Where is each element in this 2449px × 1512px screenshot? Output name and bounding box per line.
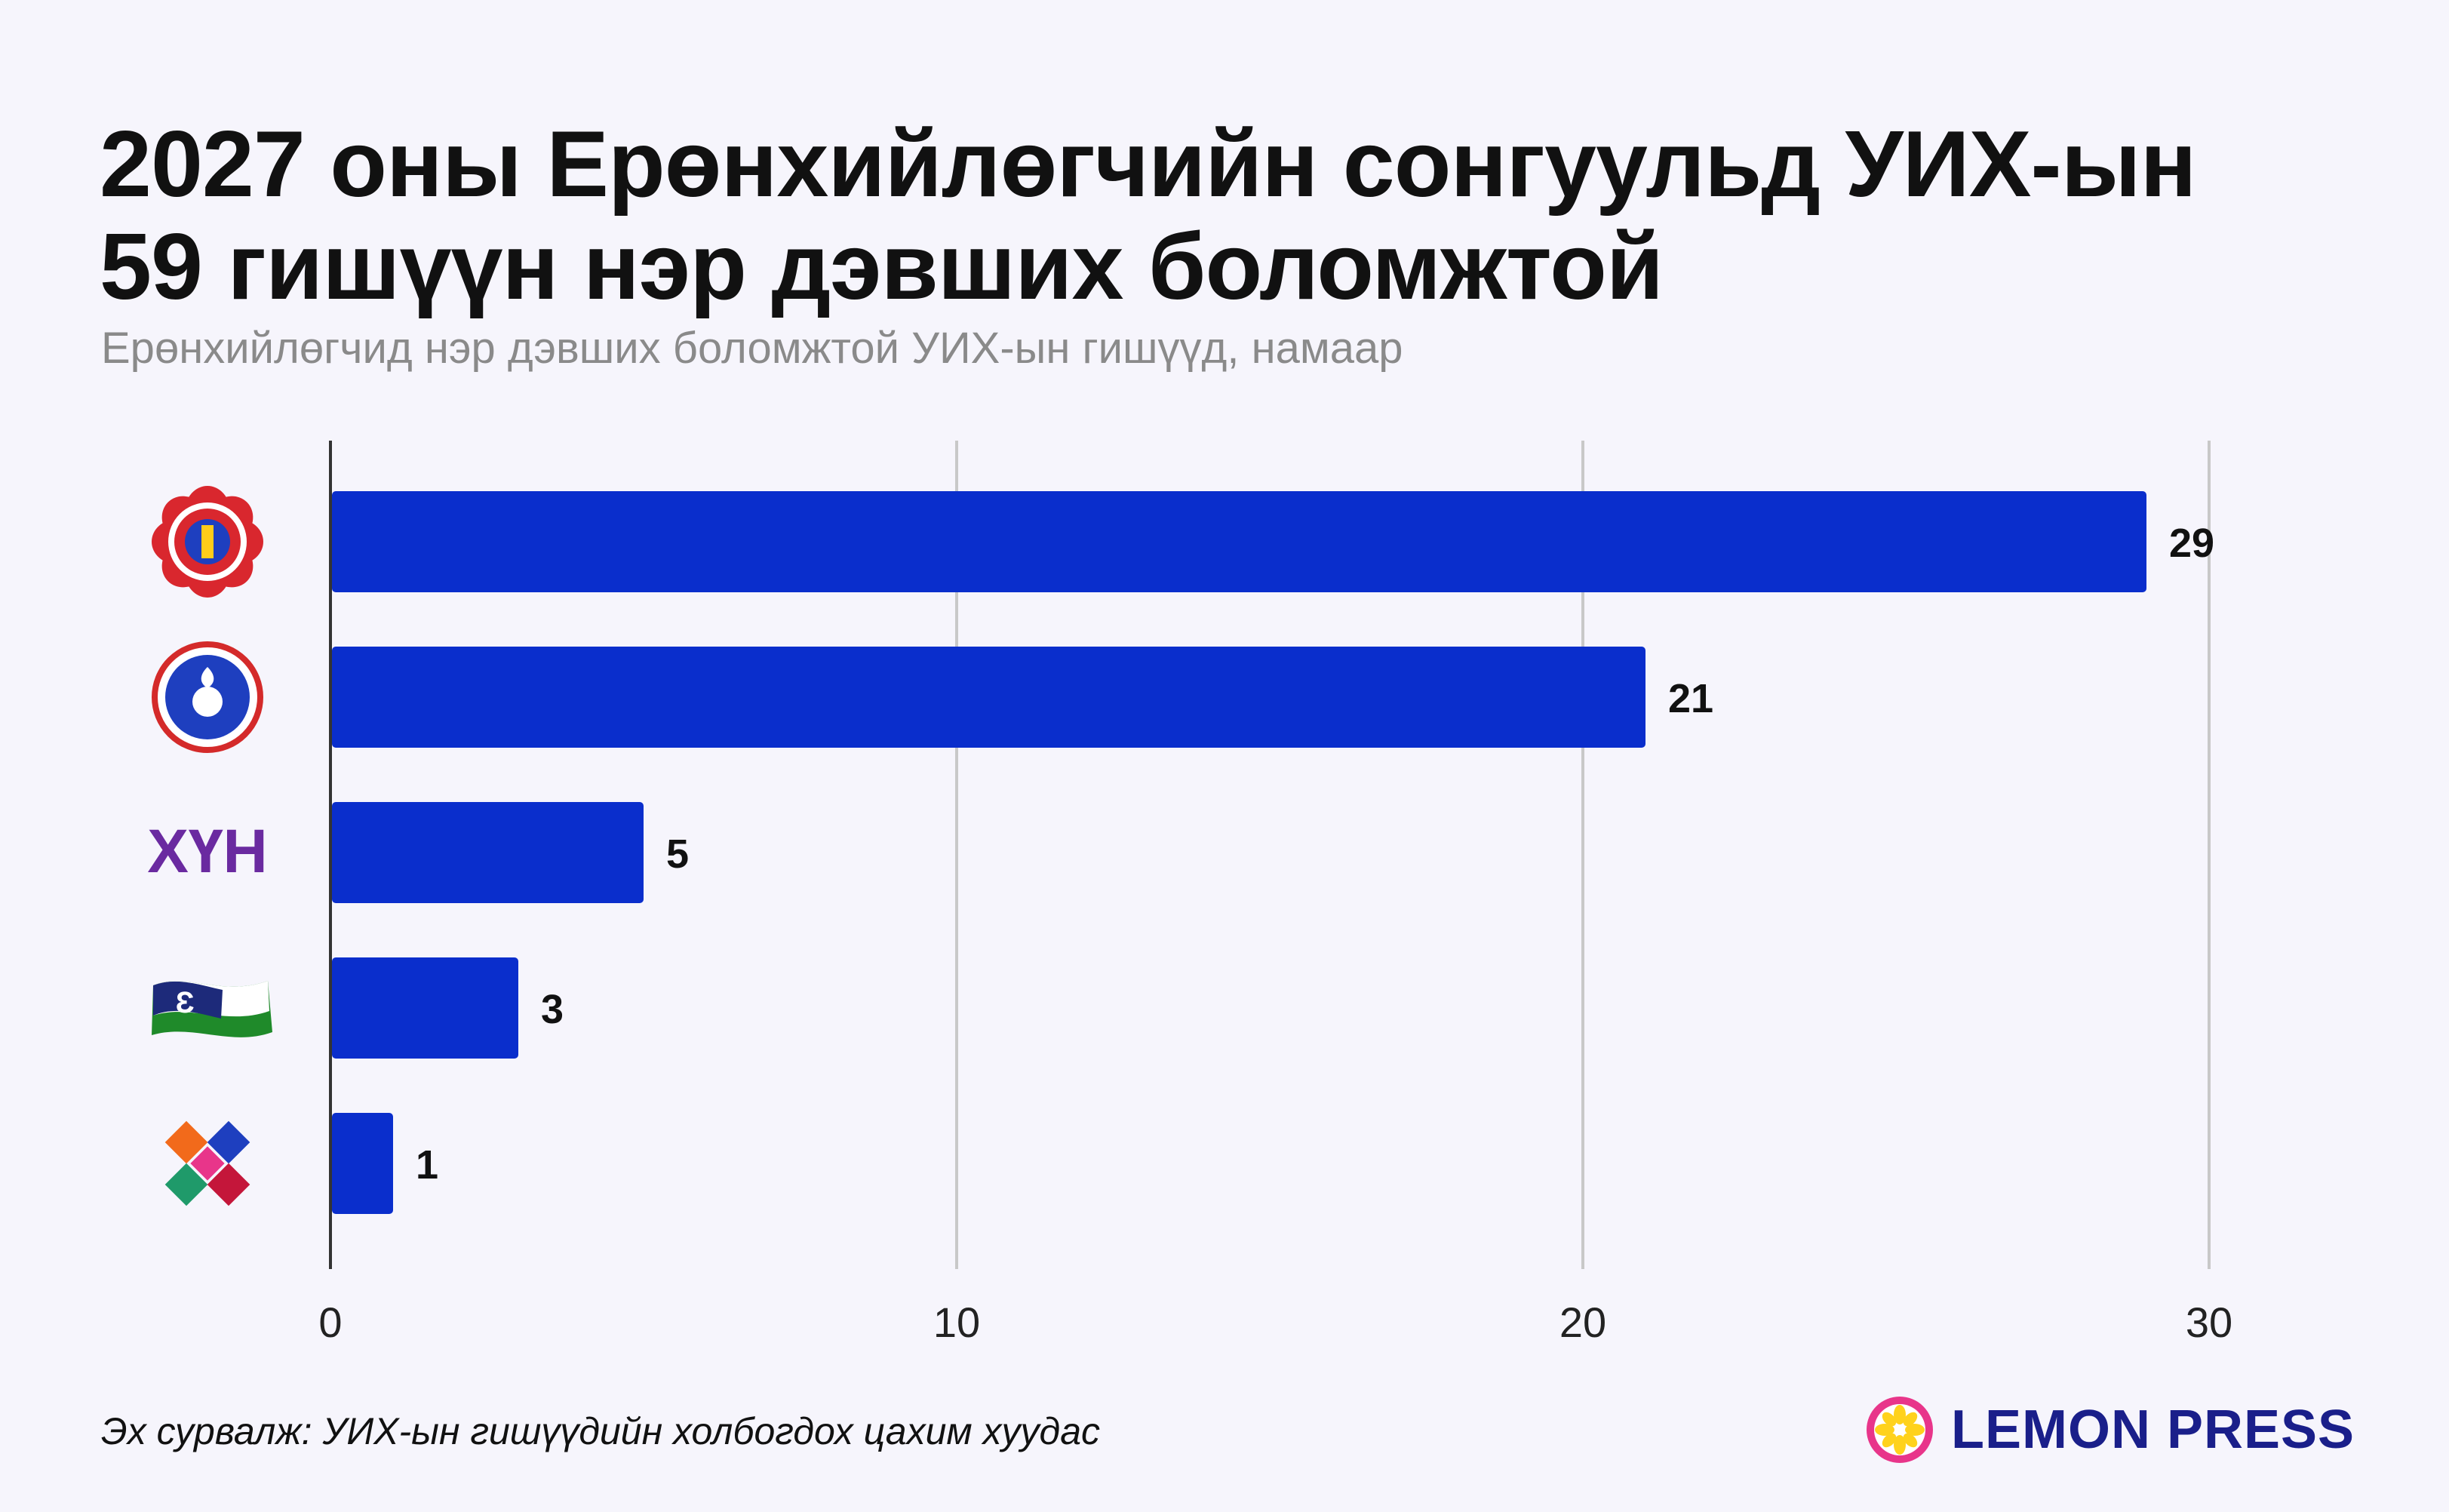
bars xyxy=(332,491,2146,1214)
x-tick-label: 0 xyxy=(318,1298,342,1346)
bar-value-label: 3 xyxy=(541,987,564,1032)
x-piece-orange xyxy=(164,1120,208,1164)
mpp-emblem-icon xyxy=(152,486,263,598)
national-coalition-emblem-icon xyxy=(164,1120,250,1206)
hun-wordmark-text: ХҮН xyxy=(147,817,268,886)
dp-flame xyxy=(201,667,214,688)
bar xyxy=(332,491,2146,592)
category-logos: ХҮН Ɛ xyxy=(147,486,272,1206)
bar-value-label: 29 xyxy=(2169,521,2214,566)
x-piece-blue xyxy=(207,1120,250,1164)
x-axis-ticks: 0 10 20 30 xyxy=(318,1298,2232,1346)
bar-chart: 29 21 5 3 1 0 10 20 30 ХҮН Ɛ xyxy=(147,441,2232,1346)
civil-will-green-party-flag-icon: Ɛ xyxy=(152,981,272,1037)
bar xyxy=(332,647,1645,748)
bar xyxy=(332,802,644,903)
bar-value-label: 1 xyxy=(416,1142,438,1188)
flag-glyph: Ɛ xyxy=(175,986,194,1019)
chart-title-line-1: 2027 оны Ерөнхийлөгчийн сонгуульд УИХ-ын xyxy=(100,112,2197,217)
hun-party-wordmark: ХҮН xyxy=(147,817,268,886)
lemon-icon xyxy=(1867,1397,1933,1463)
chart-subtitle: Ерөнхийлөгчид нэр дэвших боломжтой УИХ-ы… xyxy=(101,324,1403,373)
source-note: Эх сурвалж: УИХ-ын гишүүдийн холбогдох ц… xyxy=(101,1410,1100,1452)
brand-logo: LEMON PRESS xyxy=(1864,1392,2355,1467)
bar-value-label: 5 xyxy=(666,831,689,877)
flag-blue xyxy=(153,981,223,1019)
dp-sun xyxy=(192,687,223,717)
value-labels: 29 21 5 3 1 xyxy=(416,521,2214,1188)
x-piece-green xyxy=(164,1163,208,1206)
x-tick-label: 30 xyxy=(2186,1298,2232,1346)
chart-title-line-2: 59 гишүүн нэр дэвших боломжтой xyxy=(100,215,1664,319)
democratic-party-emblem-icon xyxy=(152,641,263,753)
soyombo-mark xyxy=(201,525,214,558)
x-tick-label: 20 xyxy=(1559,1298,1606,1346)
brand-name: LEMON PRESS xyxy=(1951,1400,2355,1460)
chart-title: 2027 оны Ерөнхийлөгчийн сонгуульд УИХ-ын… xyxy=(100,113,2363,318)
bar xyxy=(332,957,518,1059)
x-tick-label: 10 xyxy=(933,1298,980,1346)
bar xyxy=(332,1113,393,1214)
bar-value-label: 21 xyxy=(1668,676,1713,721)
x-piece-red xyxy=(207,1163,250,1206)
